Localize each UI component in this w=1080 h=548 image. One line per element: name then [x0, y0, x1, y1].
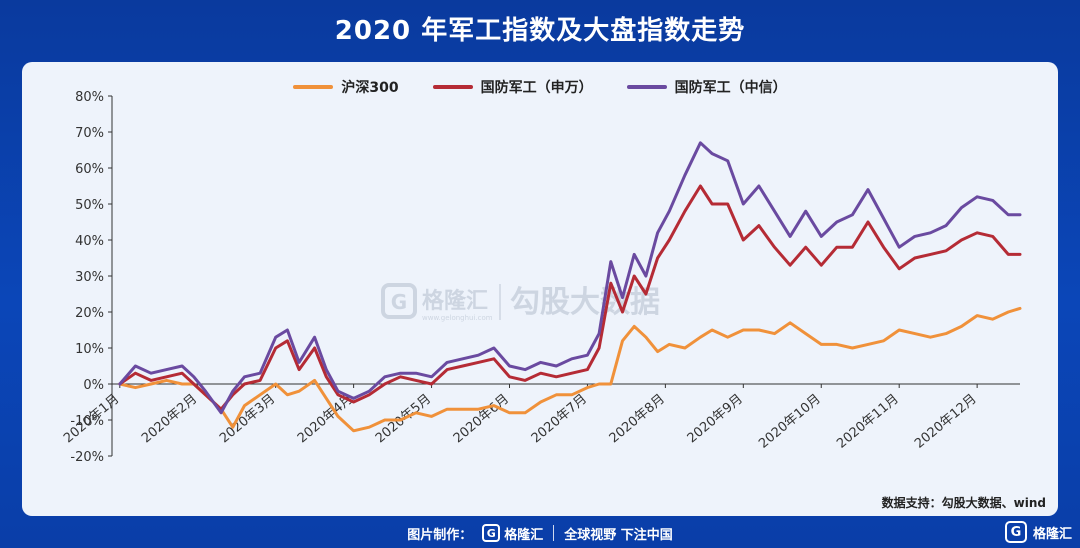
- legend-swatch-zx: [626, 85, 667, 89]
- y-tick-label: -10%: [70, 414, 104, 429]
- series-line-hs300: [118, 306, 1022, 433]
- corner-logo: G 格隆汇: [1004, 521, 1072, 543]
- legend-label-hs300: 沪深300: [341, 80, 399, 96]
- y-tick-label: 30%: [75, 270, 104, 285]
- footer-slogan: 全球视野 下注中国: [564, 527, 673, 543]
- legend-label-zx: 国防军工（中信）: [674, 80, 787, 96]
- legend-item-hs300: 沪深300: [293, 77, 399, 97]
- y-tick-label: 80%: [75, 90, 104, 105]
- x-tick-label: 2020年9月: [685, 392, 746, 447]
- legend-item-zx: 国防军工（中信）: [626, 77, 787, 97]
- footer-logo: G 格隆汇: [482, 524, 543, 543]
- data-source: 数据支持：勾股大数据、wind: [881, 496, 1046, 510]
- y-tick-label: -20%: [70, 450, 104, 465]
- y-tick-label: 50%: [75, 198, 104, 213]
- legend-label-sw: 国防军工（申万）: [480, 80, 593, 96]
- legend-swatch-sw: [432, 85, 473, 89]
- y-tick-label: 20%: [75, 306, 104, 321]
- y-tick-label: 60%: [75, 162, 104, 177]
- legend: 沪深300 国防军工（申万） 国防军工（中信）: [0, 75, 1080, 99]
- x-tick-label: 2020年10月: [756, 392, 824, 452]
- footer-made-by: 图片制作：: [407, 527, 473, 543]
- y-axis: 80% 70% 60% 50% 40% 30% 20% 10% 0% -10% -20%: [70, 90, 113, 465]
- x-tick-label: 2020年7月: [529, 392, 590, 447]
- y-tick-label: 0%: [83, 378, 104, 393]
- corner-logo-icon: G: [1004, 521, 1027, 543]
- watermark-text: 勾股大数据: [510, 285, 660, 320]
- x-tick-label: 2020年11月: [834, 392, 902, 452]
- y-tick-label: 10%: [75, 342, 104, 357]
- x-tick-label: 2020年8月: [607, 392, 668, 447]
- gelonghui-logo-icon: G: [482, 524, 501, 542]
- x-tick-label: 2020年6月: [451, 392, 512, 447]
- footer: 图片制作： G 格隆汇 全球视野 下注中国: [0, 518, 1080, 548]
- footer-divider: [553, 525, 555, 541]
- x-tick-label: 2020年12月: [912, 392, 980, 452]
- y-tick-label: 70%: [75, 126, 104, 141]
- series-line-sw: [118, 184, 1022, 411]
- series-layer: [118, 141, 1022, 433]
- y-tick-label: 40%: [75, 234, 104, 249]
- watermark: G 格隆汇 www.gelonghui.com 勾股大数据: [381, 283, 660, 322]
- corner-brand: 格隆汇: [1032, 526, 1072, 542]
- chart-title: 2020 年军工指数及大盘指数走势: [334, 16, 746, 46]
- watermark-sub: www.gelonghui.com: [422, 314, 493, 322]
- watermark-logo-letter: G: [391, 290, 407, 314]
- series-line-zx: [118, 141, 1022, 415]
- footer-brand: 格隆汇: [504, 527, 544, 543]
- chart-panel: [22, 62, 1058, 516]
- watermark-logo-icon: [381, 283, 417, 319]
- watermark-brand: 格隆汇: [422, 288, 488, 314]
- x-tick-label: 2020年2月: [139, 392, 200, 447]
- legend-swatch-hs300: [293, 85, 334, 89]
- legend-item-sw: 国防军工（申万）: [432, 77, 593, 97]
